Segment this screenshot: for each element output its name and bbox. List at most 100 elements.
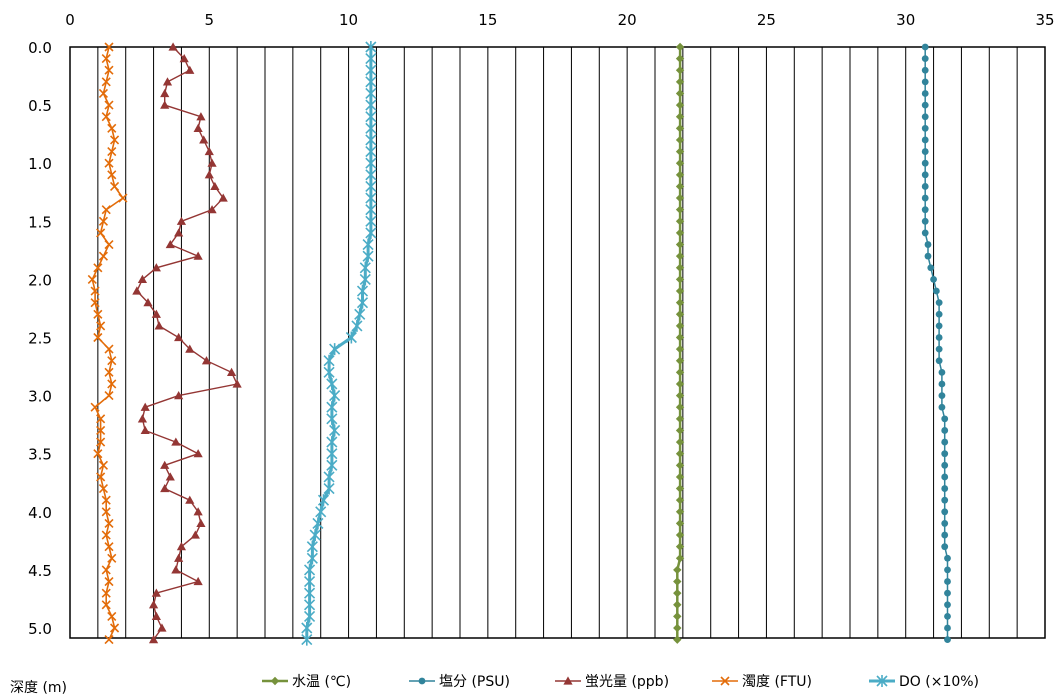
data-point: [675, 77, 685, 87]
data-point: [927, 264, 935, 272]
data-point: [104, 367, 114, 377]
data-point: [675, 461, 685, 470]
data-point: [675, 310, 685, 319]
data-point: [675, 89, 685, 98]
data-point: [151, 611, 161, 620]
data-point: [193, 507, 203, 516]
data-point: [930, 276, 937, 283]
data-point: [673, 612, 682, 621]
data-point: [921, 113, 929, 121]
data-point: [935, 322, 943, 330]
data-point: [365, 75, 377, 88]
data-point: [323, 366, 335, 379]
y-tick-label: 2.0: [28, 271, 52, 289]
data-series: [87, 41, 951, 646]
data-point: [151, 263, 161, 272]
data-point: [196, 518, 206, 528]
data-point: [326, 436, 338, 449]
data-point: [365, 64, 377, 77]
data-point: [921, 183, 929, 190]
data-point: [941, 473, 949, 481]
legend-label: 濁度 (FTU): [742, 674, 812, 690]
data-point: [941, 496, 949, 504]
data-point: [921, 217, 929, 225]
data-point-stroke: [104, 391, 114, 401]
data-point: [365, 192, 377, 205]
data-point: [107, 123, 117, 133]
data-point: [365, 87, 377, 100]
data-point-stroke: [104, 635, 114, 645]
data-point: [87, 274, 97, 284]
data-point-stroke: [104, 576, 114, 587]
data-point: [193, 576, 203, 586]
data-point-stroke: [101, 54, 111, 64]
data-point: [365, 122, 377, 135]
y-tick-label: 2.5: [28, 330, 52, 348]
data-point: [365, 145, 377, 158]
data-point: [921, 90, 929, 97]
data-point: [675, 228, 685, 238]
data-point: [101, 530, 111, 540]
data-point: [93, 332, 103, 343]
data-point: [96, 472, 106, 482]
data-point: [365, 157, 377, 170]
data-point: [93, 309, 103, 319]
data-point-stroke: [104, 518, 114, 528]
data-point: [160, 460, 170, 469]
y-tick-label: 3.0: [28, 388, 52, 406]
data-point: [107, 553, 117, 563]
data-point: [675, 159, 685, 168]
data-point: [107, 170, 117, 180]
data-point: [362, 238, 374, 251]
data-point: [935, 299, 943, 307]
data-point: [312, 517, 324, 530]
data-point: [944, 612, 951, 620]
series-line: [91, 46, 125, 640]
data-point: [329, 343, 341, 356]
data-point: [207, 205, 217, 214]
data-point: [304, 587, 316, 600]
data-point: [110, 623, 120, 633]
data-point: [107, 611, 117, 621]
data-point: [201, 356, 212, 365]
data-point: [362, 250, 374, 263]
data-point: [941, 508, 949, 516]
data-point: [326, 377, 338, 390]
data-point-stroke: [107, 356, 117, 366]
data-point-stroke: [96, 472, 106, 482]
data-point: [101, 495, 111, 505]
data-point: [104, 100, 114, 110]
data-point: [675, 495, 685, 505]
data-point-stroke: [104, 239, 114, 250]
grid-lines: [97, 47, 1018, 638]
data-point: [190, 530, 200, 539]
legend-label: 蛍光量 (ppb): [585, 674, 669, 690]
data-point: [938, 368, 946, 376]
data-point: [675, 263, 685, 272]
series-triangle: [132, 42, 242, 644]
data-point: [101, 77, 111, 87]
data-point: [675, 403, 685, 412]
data-point-stroke: [101, 600, 111, 610]
legend-item: 塩分 (PSU): [409, 674, 510, 690]
data-point: [675, 391, 685, 400]
data-point: [675, 414, 685, 424]
data-point-stroke: [104, 158, 114, 168]
data-point-stroke: [98, 460, 108, 470]
data-point: [140, 402, 150, 411]
data-point: [185, 495, 195, 504]
data-point: [323, 482, 335, 495]
data-point: [110, 181, 120, 192]
data-point: [326, 401, 338, 414]
data-point-stroke: [107, 123, 117, 133]
y-tick-label: 5.0: [28, 620, 52, 638]
data-point: [935, 334, 943, 341]
data-point: [110, 135, 120, 145]
data-point: [941, 438, 949, 446]
data-point: [944, 554, 951, 562]
data-point: [326, 412, 338, 425]
legend-item: 濁度 (FTU): [712, 674, 812, 690]
data-point: [168, 42, 178, 51]
series-line: [676, 47, 682, 640]
data-point: [921, 159, 929, 167]
